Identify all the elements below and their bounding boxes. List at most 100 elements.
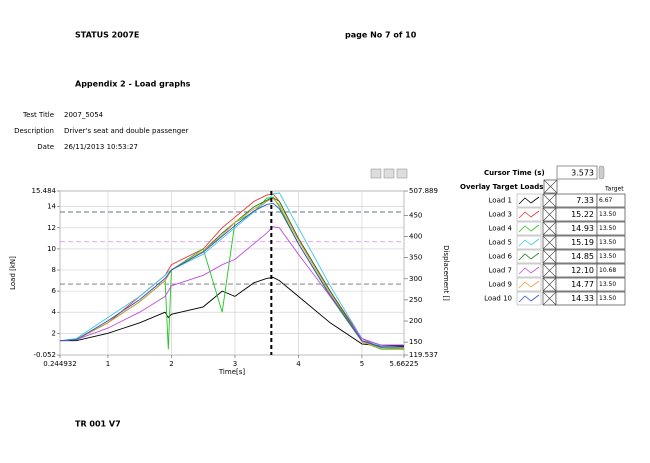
target-box: [596, 263, 626, 278]
y-tick-label: 8: [52, 266, 56, 274]
tool-icon[interactable]: [370, 168, 382, 179]
y-tick-label: 14: [47, 203, 56, 211]
legend-swatch: [518, 294, 540, 303]
page-number: page No 7 of 10: [345, 31, 417, 40]
data-line: [60, 276, 404, 347]
y-tick-label: 12: [47, 224, 56, 232]
row-label: Load 6: [489, 253, 513, 261]
y-tick-label: 4: [52, 308, 57, 316]
toolbar[interactable]: [370, 168, 408, 179]
x-tick-label: 0.244932: [43, 360, 76, 368]
cursor-time: 3.573: [571, 169, 594, 178]
y2-tick-label: 150: [409, 338, 422, 346]
y2-tick-label: 400: [409, 233, 422, 241]
y-tick-label: 15.484: [32, 187, 57, 195]
y-tick-label: 6: [52, 287, 57, 295]
legend-swatch: [518, 238, 540, 247]
plot-area: [59, 190, 405, 356]
overlay-label: Overlay Target Loads: [460, 183, 543, 191]
row-value: 14.85: [571, 252, 594, 261]
legend-swatch: [518, 280, 540, 289]
legend-icon: [516, 291, 542, 306]
row-value: 14.93: [571, 224, 594, 233]
row-value: 12.10: [571, 266, 594, 275]
row-label: Load 1: [489, 197, 512, 205]
info-value: 2007_5054: [64, 111, 104, 119]
row-value: 14.77: [571, 280, 594, 289]
legend-icon: [516, 207, 542, 222]
x-axis-title: Time[s]: [218, 368, 246, 376]
row-target: 13.50: [599, 239, 616, 246]
row-label: Load 4: [489, 225, 513, 233]
x-tick-label: 3: [233, 360, 237, 368]
y-axis-title: Load [kN]: [9, 256, 17, 290]
row-label: Load 3: [489, 211, 512, 219]
legend-icon: [516, 263, 542, 278]
target-box: [596, 249, 626, 264]
row-target: 10.68: [599, 267, 616, 274]
appendix-title: Appendix 2 - Load graphs: [75, 80, 191, 89]
target-box: [596, 207, 626, 222]
row-label: Load 5: [489, 239, 512, 247]
x-tick-label: 5: [360, 360, 364, 368]
info-value: Driver's seat and double passenger: [64, 127, 189, 135]
target-box: [596, 291, 626, 306]
row-target: 13.50: [599, 211, 616, 218]
row-value: 15.19: [571, 238, 594, 247]
data-line: [60, 192, 404, 348]
legend-icon: [516, 249, 542, 264]
check-cross: [542, 221, 557, 236]
target-box: [596, 235, 626, 250]
row-target: 13.50: [599, 253, 616, 260]
info-label: Test Title: [22, 111, 54, 119]
target-box: [596, 277, 626, 292]
info-value: 26/11/2013 10:53:27: [64, 143, 138, 151]
check-cross: [543, 179, 558, 194]
target-header: Target: [604, 186, 624, 193]
cursor-title: Cursor Time (s): [484, 169, 545, 177]
row-label: Load 9: [489, 281, 512, 289]
y2-tick-label: 200: [409, 317, 422, 325]
legend-swatch: [518, 252, 540, 261]
check-cross: [542, 207, 557, 222]
row-value: 7.33: [576, 196, 594, 205]
check-cross: [542, 235, 557, 250]
check-cross: [542, 249, 557, 264]
row-value: 14.33: [571, 294, 594, 303]
y2-tick-label: 119.537: [409, 351, 438, 359]
y2-tick-label: 250: [409, 296, 422, 304]
row-target: 6.67: [599, 197, 613, 204]
legend-icon: [516, 193, 542, 208]
row-value: 15.22: [571, 210, 594, 219]
cursor-box[interactable]: [556, 165, 598, 180]
y2-tick-label: 450: [409, 211, 422, 219]
target-box: [596, 193, 626, 208]
legend-icon: [516, 277, 542, 292]
y2-axis-title: Displacement []: [442, 245, 450, 301]
footer: TR 001 V7: [75, 420, 121, 429]
y-tick-label: -0.052: [33, 351, 56, 359]
legend-icon: [516, 221, 542, 236]
row-target: 13.50: [599, 295, 616, 302]
x-tick-label: 5.66225: [390, 360, 419, 368]
row-target: 13.50: [599, 225, 616, 232]
x-tick-label: 4: [296, 360, 301, 368]
y2-tick-label: 507.889: [409, 187, 438, 195]
y2-tick-label: 300: [409, 275, 422, 283]
check-cross: [542, 277, 557, 292]
y2-tick-label: 350: [409, 254, 422, 262]
spinner[interactable]: [598, 165, 605, 180]
row-label: Load 10: [484, 295, 512, 303]
row-target: 13.50: [599, 281, 616, 288]
tool-icon[interactable]: [383, 168, 395, 179]
info-label: Description: [14, 127, 54, 135]
data-line: [60, 226, 404, 346]
legend-swatch: [518, 210, 540, 219]
y-tick-label: 2: [52, 329, 56, 337]
data-line: [60, 202, 404, 348]
tool-icon[interactable]: [396, 168, 408, 179]
info-label: Date: [37, 143, 54, 151]
target-box: [596, 221, 626, 236]
legend-swatch: [518, 196, 540, 205]
